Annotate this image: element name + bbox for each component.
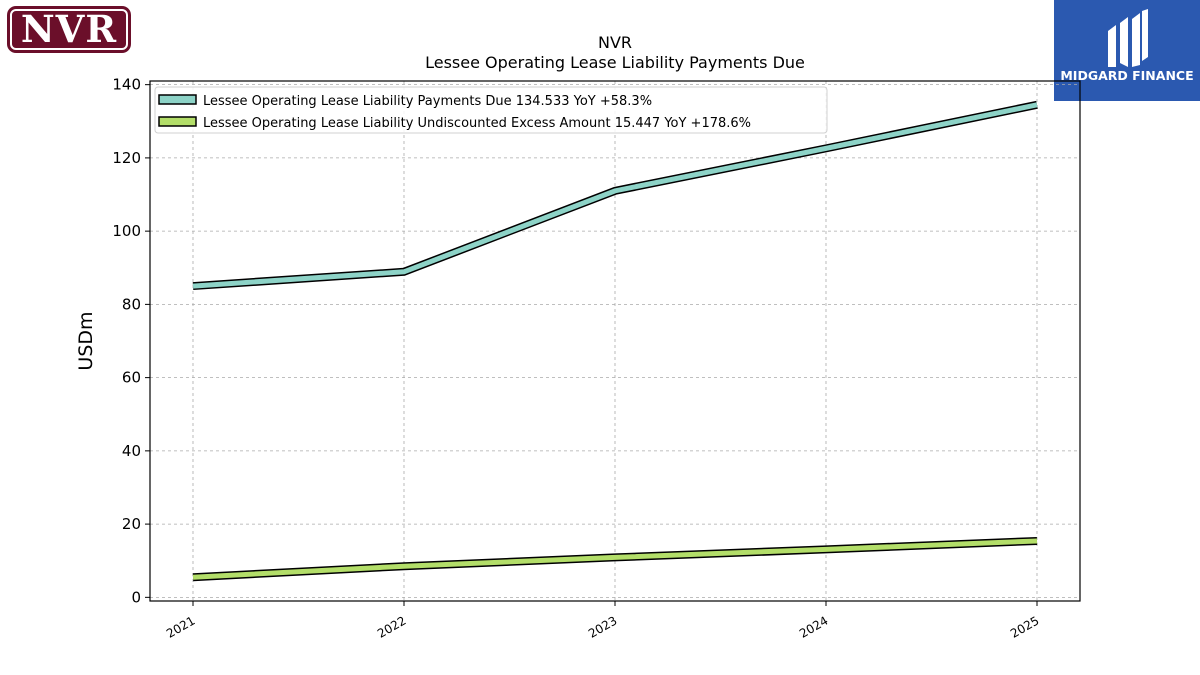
y-tick-label: 60 <box>122 369 141 387</box>
series-line <box>192 538 1038 580</box>
chart-subtitle: Lessee Operating Lease Liability Payment… <box>425 53 805 72</box>
y-tick-label: 20 <box>122 515 141 533</box>
midgard-emblem-icon <box>1108 9 1148 67</box>
chart-title: NVR <box>598 33 632 52</box>
x-tick-label: 2024 <box>797 613 830 640</box>
x-tick-label: 2025 <box>1008 613 1041 640</box>
legend-swatch-excess <box>158 116 197 127</box>
legend-label-excess: Lessee Operating Lease Liability Undisco… <box>203 116 751 131</box>
nvr-logo-text: NVR <box>20 7 118 51</box>
x-tick-label: 2022 <box>375 613 408 640</box>
y-tick-label: 40 <box>122 442 141 460</box>
midgard-logo-text: MIDGARD FINANCE <box>1060 68 1194 83</box>
nvr-logo: NVR <box>7 6 131 53</box>
y-tick-label: 140 <box>112 76 141 94</box>
y-tick-label: 0 <box>131 588 141 606</box>
x-tick-label: 2023 <box>586 613 619 640</box>
series-line <box>192 102 1038 289</box>
legend-box <box>154 86 828 134</box>
y-axis: 0 20 40 60 80 100 120 140 <box>112 76 150 606</box>
y-axis-label: USDm <box>75 311 97 370</box>
grid <box>150 81 1080 601</box>
series-lines <box>192 100 1038 582</box>
y-tick-label: 100 <box>112 222 141 240</box>
legend-label-payments: Lessee Operating Lease Liability Payment… <box>203 94 652 109</box>
x-tick-label: 2021 <box>164 613 197 640</box>
legend: Lessee Operating Lease Liability Payment… <box>154 86 828 134</box>
series-payments-due <box>192 100 1038 291</box>
legend-swatch-payments <box>158 94 197 105</box>
midgard-finance-logo: MIDGARD FINANCE <box>1054 0 1200 101</box>
x-axis: 2021 2022 2023 2024 2025 <box>164 601 1042 641</box>
y-tick-label: 80 <box>122 295 141 313</box>
y-tick-label: 120 <box>112 149 141 167</box>
series-undiscounted-excess <box>192 536 1038 582</box>
